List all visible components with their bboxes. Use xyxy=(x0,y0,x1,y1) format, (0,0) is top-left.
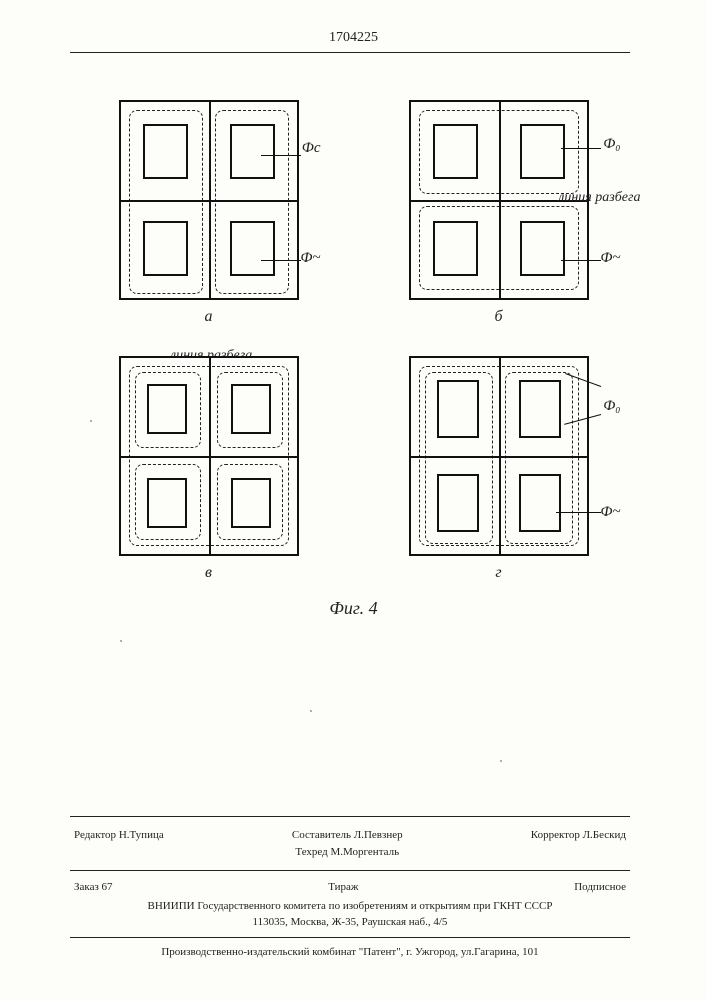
compiler: Составитель Л.Певзнер xyxy=(164,827,531,844)
diagram-a: Фc Ф~ а xyxy=(89,100,329,326)
leader-a-bot xyxy=(261,260,301,261)
org-line-2: 113035, Москва, Ж-35, Раушская наб., 4/5 xyxy=(70,914,630,931)
sublabel-a: а xyxy=(89,308,329,326)
order-row: Заказ 67 Тираж Подписное xyxy=(70,877,630,898)
inner-a-1 xyxy=(143,124,188,179)
footer-rule-3 xyxy=(70,937,630,938)
diagram-b: Ф₀ линия разбега Ф~ б xyxy=(379,100,619,326)
subscript: Подписное xyxy=(574,879,626,896)
inner-b-3 xyxy=(433,221,478,276)
side-label-b: линия разбега xyxy=(558,190,640,205)
inner-v-1 xyxy=(147,384,187,434)
inner-v-3 xyxy=(147,478,187,528)
phi-zero-g: Ф₀ xyxy=(603,398,620,415)
figure-caption: Фиг. 4 xyxy=(0,598,707,619)
diagram-row-2: в Ф₀ Ф~ г xyxy=(0,356,707,582)
inner-g-4 xyxy=(519,474,561,532)
leader-a-top xyxy=(261,155,301,156)
leader-b-top xyxy=(561,148,601,149)
order-number: Заказ 67 xyxy=(74,879,113,896)
phi-c-a: Фc xyxy=(302,140,321,157)
leader-b-bot xyxy=(561,260,601,261)
sublabel-g: г xyxy=(379,564,619,582)
outer-box-v xyxy=(119,356,299,556)
phi-tilde-g: Ф~ xyxy=(600,504,620,521)
sublabel-b: б xyxy=(379,308,619,326)
phi-zero-b: Ф₀ xyxy=(603,136,620,153)
inner-v-4 xyxy=(231,478,271,528)
figure-area: Фc Ф~ а Ф₀ линия разбега Ф~ б линия ра xyxy=(0,100,707,619)
phi-tilde-a: Ф~ xyxy=(300,250,320,267)
credits-row: Редактор Н.Тупица Составитель Л.Певзнер … xyxy=(70,823,630,864)
tirazh: Тираж xyxy=(328,879,358,896)
outer-box-a xyxy=(119,100,299,300)
inner-a-3 xyxy=(143,221,188,276)
footer-block: Редактор Н.Тупица Составитель Л.Певзнер … xyxy=(70,810,630,960)
editor-label: Редактор xyxy=(74,829,116,841)
footer-rule-1 xyxy=(70,816,630,817)
footer-rule-2 xyxy=(70,870,630,871)
leader-g-bot xyxy=(556,512,601,513)
inner-b-1 xyxy=(433,124,478,179)
phi-tilde-b: Ф~ xyxy=(600,250,620,267)
tech-label: Техред xyxy=(295,846,327,858)
outer-box-g xyxy=(409,356,589,556)
corrector-name: Л.Бескид xyxy=(583,829,626,841)
sublabel-v: в xyxy=(89,564,329,582)
page-number: 1704225 xyxy=(329,30,378,46)
corrector-label: Корректор xyxy=(531,829,580,841)
press-line: Производственно-издательский комбинат "П… xyxy=(70,944,630,961)
inner-b-4 xyxy=(520,221,565,276)
inner-g-2 xyxy=(519,380,561,438)
inner-v-2 xyxy=(231,384,271,434)
diagram-g: Ф₀ Ф~ г xyxy=(379,356,619,582)
diagram-v: в xyxy=(89,356,329,582)
inner-a-2 xyxy=(230,124,275,179)
inner-g-3 xyxy=(437,474,479,532)
tech-name: М.Моргенталь xyxy=(331,846,400,858)
editor-cell: Редактор Н.Тупица xyxy=(74,827,164,860)
org-line-1: ВНИИПИ Государственного комитета по изоб… xyxy=(70,898,630,915)
corrector-cell: Корректор Л.Бескид xyxy=(531,827,626,860)
editor-name: Н.Тупица xyxy=(119,829,164,841)
inner-a-4 xyxy=(230,221,275,276)
inner-b-2 xyxy=(520,124,565,179)
mid-credits: Составитель Л.Певзнер Техред М.Моргентал… xyxy=(164,827,531,860)
top-rule xyxy=(70,52,630,53)
inner-g-1 xyxy=(437,380,479,438)
diagram-row-1: Фc Ф~ а Ф₀ линия разбега Ф~ б xyxy=(0,100,707,326)
